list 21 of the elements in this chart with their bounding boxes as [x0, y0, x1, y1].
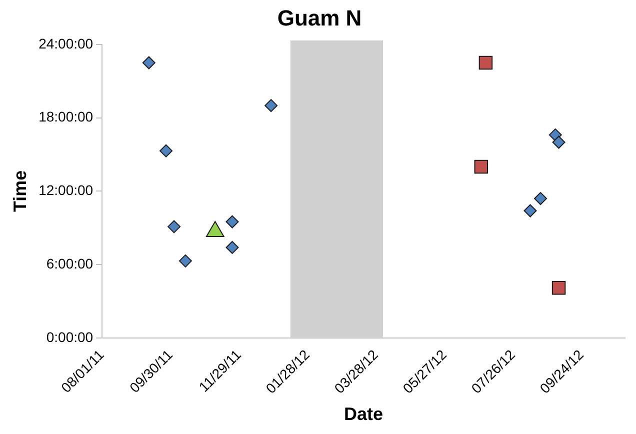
y-axis-title: Time — [10, 170, 30, 212]
point — [178, 254, 192, 268]
y-tick-label: 18:00:00 — [38, 108, 94, 125]
point — [552, 280, 566, 295]
point — [226, 240, 239, 254]
point — [552, 136, 566, 149]
y-tick-label: 6:00:00 — [46, 255, 94, 272]
y-tick-label: 12:00:00 — [38, 182, 94, 198]
point — [524, 204, 537, 218]
point — [142, 56, 156, 70]
y-tick-label: 24:00:00 — [38, 35, 94, 52]
point — [264, 99, 278, 112]
y-tick-label: 0:00:00 — [46, 328, 94, 345]
point — [534, 192, 548, 206]
point — [168, 220, 181, 234]
point — [474, 160, 488, 174]
chart-title: Guam N — [277, 5, 362, 30]
point — [478, 56, 493, 70]
point — [160, 144, 173, 158]
x-axis-title: Date — [344, 404, 384, 424]
point — [226, 215, 239, 228]
